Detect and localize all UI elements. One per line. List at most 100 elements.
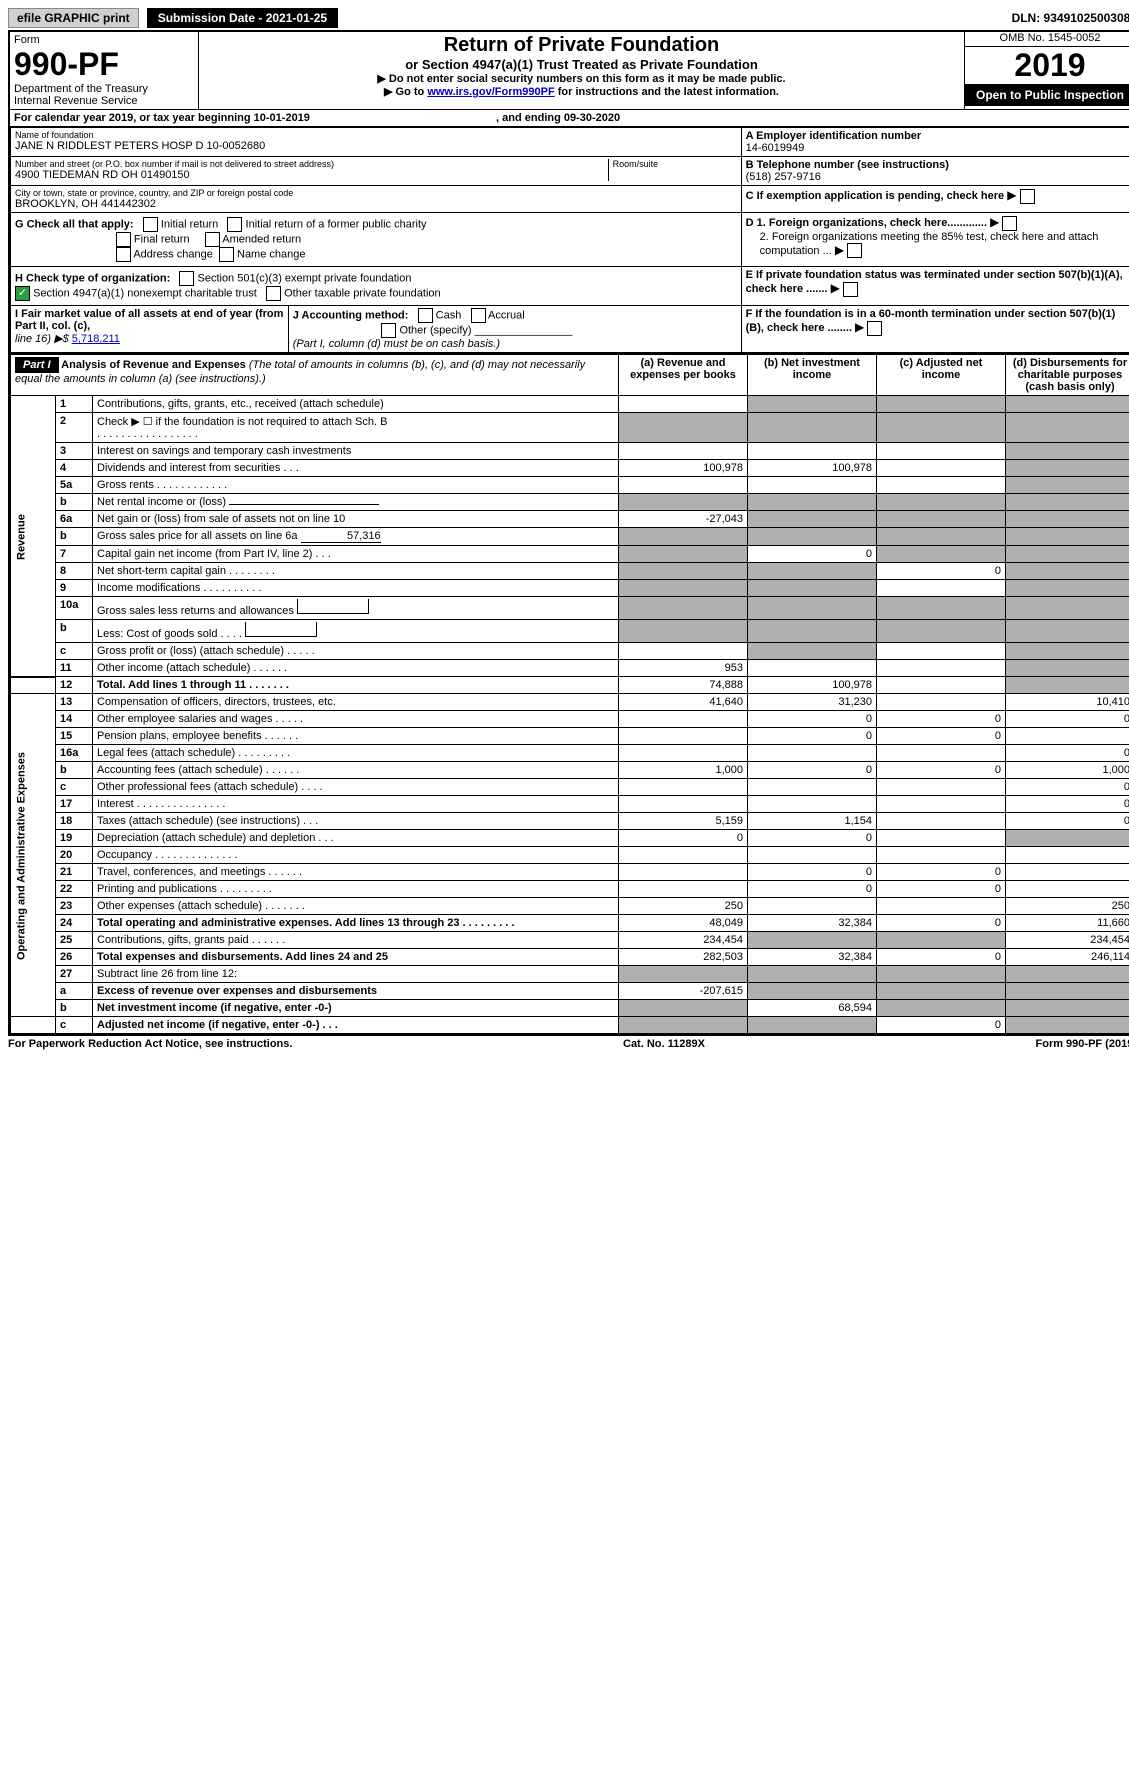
form-instr1: ▶ Do not enter social security numbers o… — [203, 72, 960, 85]
desc: Interest . . . . . . . . . . . . . . . — [93, 796, 619, 813]
val-d: 11,660 — [1006, 915, 1129, 932]
lineno: 5a — [56, 477, 93, 494]
lineno: 16a — [56, 745, 93, 762]
initial-public-checkbox[interactable] — [227, 217, 242, 232]
line-21: 21 Travel, conferences, and meetings . .… — [11, 864, 1129, 881]
val-a: 0 — [619, 830, 748, 847]
form-label: Form — [14, 34, 194, 46]
line-5b: b Net rental income or (loss) — [11, 494, 1129, 511]
c-checkbox[interactable] — [1020, 189, 1035, 204]
desc: Legal fees (attach schedule) . . . . . .… — [93, 745, 619, 762]
form-number: 990-PF — [14, 46, 194, 83]
val-b: 68,594 — [748, 1000, 877, 1017]
sec501-checkbox[interactable] — [179, 271, 194, 286]
ij-cell: I Fair market value of all assets at end… — [11, 306, 742, 353]
line-24: 24 Total operating and administrative ex… — [11, 915, 1129, 932]
val-d: 1,000 — [1006, 762, 1129, 779]
otheracct-checkbox[interactable] — [381, 323, 396, 338]
j-note: (Part I, column (d) must be on cash basi… — [293, 338, 500, 350]
lineno: 21 — [56, 864, 93, 881]
city-cell: City or town, state or province, country… — [11, 186, 742, 213]
desc: Dividends and interest from securities .… — [93, 460, 619, 477]
val-a: 1,000 — [619, 762, 748, 779]
d2-label: 2. Foreign organizations meeting the 85%… — [760, 231, 1099, 257]
e-checkbox[interactable] — [843, 282, 858, 297]
lineno: 26 — [56, 949, 93, 966]
part1-container: Part I Analysis of Revenue and Expenses … — [9, 354, 1129, 1036]
room-label: Room/suite — [613, 159, 733, 169]
amended-checkbox[interactable] — [205, 232, 220, 247]
col-c-head: (c) Adjusted net income — [877, 355, 1006, 396]
namechange-checkbox[interactable] — [219, 247, 234, 262]
line-13: Operating and Administrative Expenses 13… — [11, 694, 1129, 711]
lineno: a — [56, 983, 93, 1000]
line-6b: b Gross sales price for all assets on li… — [11, 528, 1129, 546]
lineno: 24 — [56, 915, 93, 932]
cash-checkbox[interactable] — [418, 308, 433, 323]
form-container: Form 990-PF Department of the Treasury I… — [8, 30, 1129, 1036]
val-b: 0 — [748, 546, 877, 563]
val-b: 1,154 — [748, 813, 877, 830]
d: Gross sales less returns and allowances — [97, 605, 294, 617]
desc: Taxes (attach schedule) (see instruction… — [93, 813, 619, 830]
fmv-link[interactable]: 5,718,211 — [72, 333, 120, 345]
efile-button[interactable]: efile GRAPHIC print — [8, 8, 139, 28]
desc: Other expenses (attach schedule) . . . .… — [93, 898, 619, 915]
accrual-checkbox[interactable] — [471, 308, 486, 323]
other-checkbox[interactable] — [266, 286, 281, 301]
d2-checkbox[interactable] — [847, 243, 862, 258]
line-1: Revenue 1 Contributions, gifts, grants, … — [11, 396, 1129, 413]
desc: Total expenses and disbursements. Add li… — [93, 949, 619, 966]
amended-label: Amended return — [222, 233, 301, 245]
val-c: 0 — [877, 711, 1006, 728]
submission-date-button[interactable]: Submission Date - 2021-01-25 — [147, 8, 338, 28]
line-27a: a Excess of revenue over expenses and di… — [11, 983, 1129, 1000]
top-bar: efile GRAPHIC print Submission Date - 20… — [8, 8, 1129, 28]
line-5a: 5a Gross rents . . . . . . . . . . . . — [11, 477, 1129, 494]
form-left-block: Form 990-PF Department of the Treasury I… — [9, 31, 199, 110]
address-checkbox[interactable] — [116, 247, 131, 262]
val-a: 282,503 — [619, 949, 748, 966]
addr-cell: Number and street (or P.O. box number if… — [11, 157, 742, 186]
desc: Pension plans, employee benefits . . . .… — [93, 728, 619, 745]
irs-link[interactable]: www.irs.gov/Form990PF — [427, 86, 554, 98]
final-checkbox[interactable] — [116, 232, 131, 247]
desc: Net short-term capital gain . . . . . . … — [93, 563, 619, 580]
footer-right: Form 990-PF (2019) — [1036, 1038, 1129, 1050]
line-16c: c Other professional fees (attach schedu… — [11, 779, 1129, 796]
desc: Compensation of officers, directors, tru… — [93, 694, 619, 711]
lineno: 23 — [56, 898, 93, 915]
desc: Net gain or (loss) from sale of assets n… — [93, 511, 619, 528]
lineno: b — [56, 528, 93, 546]
lineno: 15 — [56, 728, 93, 745]
desc: Travel, conferences, and meetings . . . … — [93, 864, 619, 881]
lineno: c — [56, 779, 93, 796]
line-27b: b Net investment income (if negative, en… — [11, 1000, 1129, 1017]
sec4947-checkbox[interactable]: ✓ — [15, 286, 30, 301]
lineno: 2 — [56, 413, 93, 443]
val-c: 0 — [877, 728, 1006, 745]
f-cell: F If the foundation is in a 60-month ter… — [741, 306, 1129, 353]
val-b: 0 — [748, 830, 877, 847]
part1-title: Analysis of Revenue and Expenses — [61, 359, 246, 371]
d: Net rental income or (loss) — [97, 496, 226, 508]
line-9: 9 Income modifications . . . . . . . . .… — [11, 580, 1129, 597]
val-d: 0 — [1006, 813, 1129, 830]
val-a: 953 — [619, 660, 748, 677]
calendar-begin: For calendar year 2019, or tax year begi… — [14, 112, 310, 124]
foundation-name: JANE N RIDDLEST PETERS HOSP D 10-0052680 — [15, 140, 737, 152]
initial-checkbox[interactable] — [143, 217, 158, 232]
form-title: Return of Private Foundation — [203, 34, 960, 57]
val: 57,316 — [301, 530, 381, 543]
lineno: 17 — [56, 796, 93, 813]
city-label: City or town, state or province, country… — [15, 188, 737, 198]
desc: Gross sales less returns and allowances — [93, 597, 619, 620]
val-b: 32,384 — [748, 949, 877, 966]
desc: Contributions, gifts, grants, etc., rece… — [93, 396, 619, 413]
name-label: Name of foundation — [15, 130, 737, 140]
f-checkbox[interactable] — [867, 321, 882, 336]
lineno: 27 — [56, 966, 93, 983]
d1-checkbox[interactable] — [1002, 216, 1017, 231]
val-a: 234,454 — [619, 932, 748, 949]
final-label: Final return — [134, 233, 190, 245]
